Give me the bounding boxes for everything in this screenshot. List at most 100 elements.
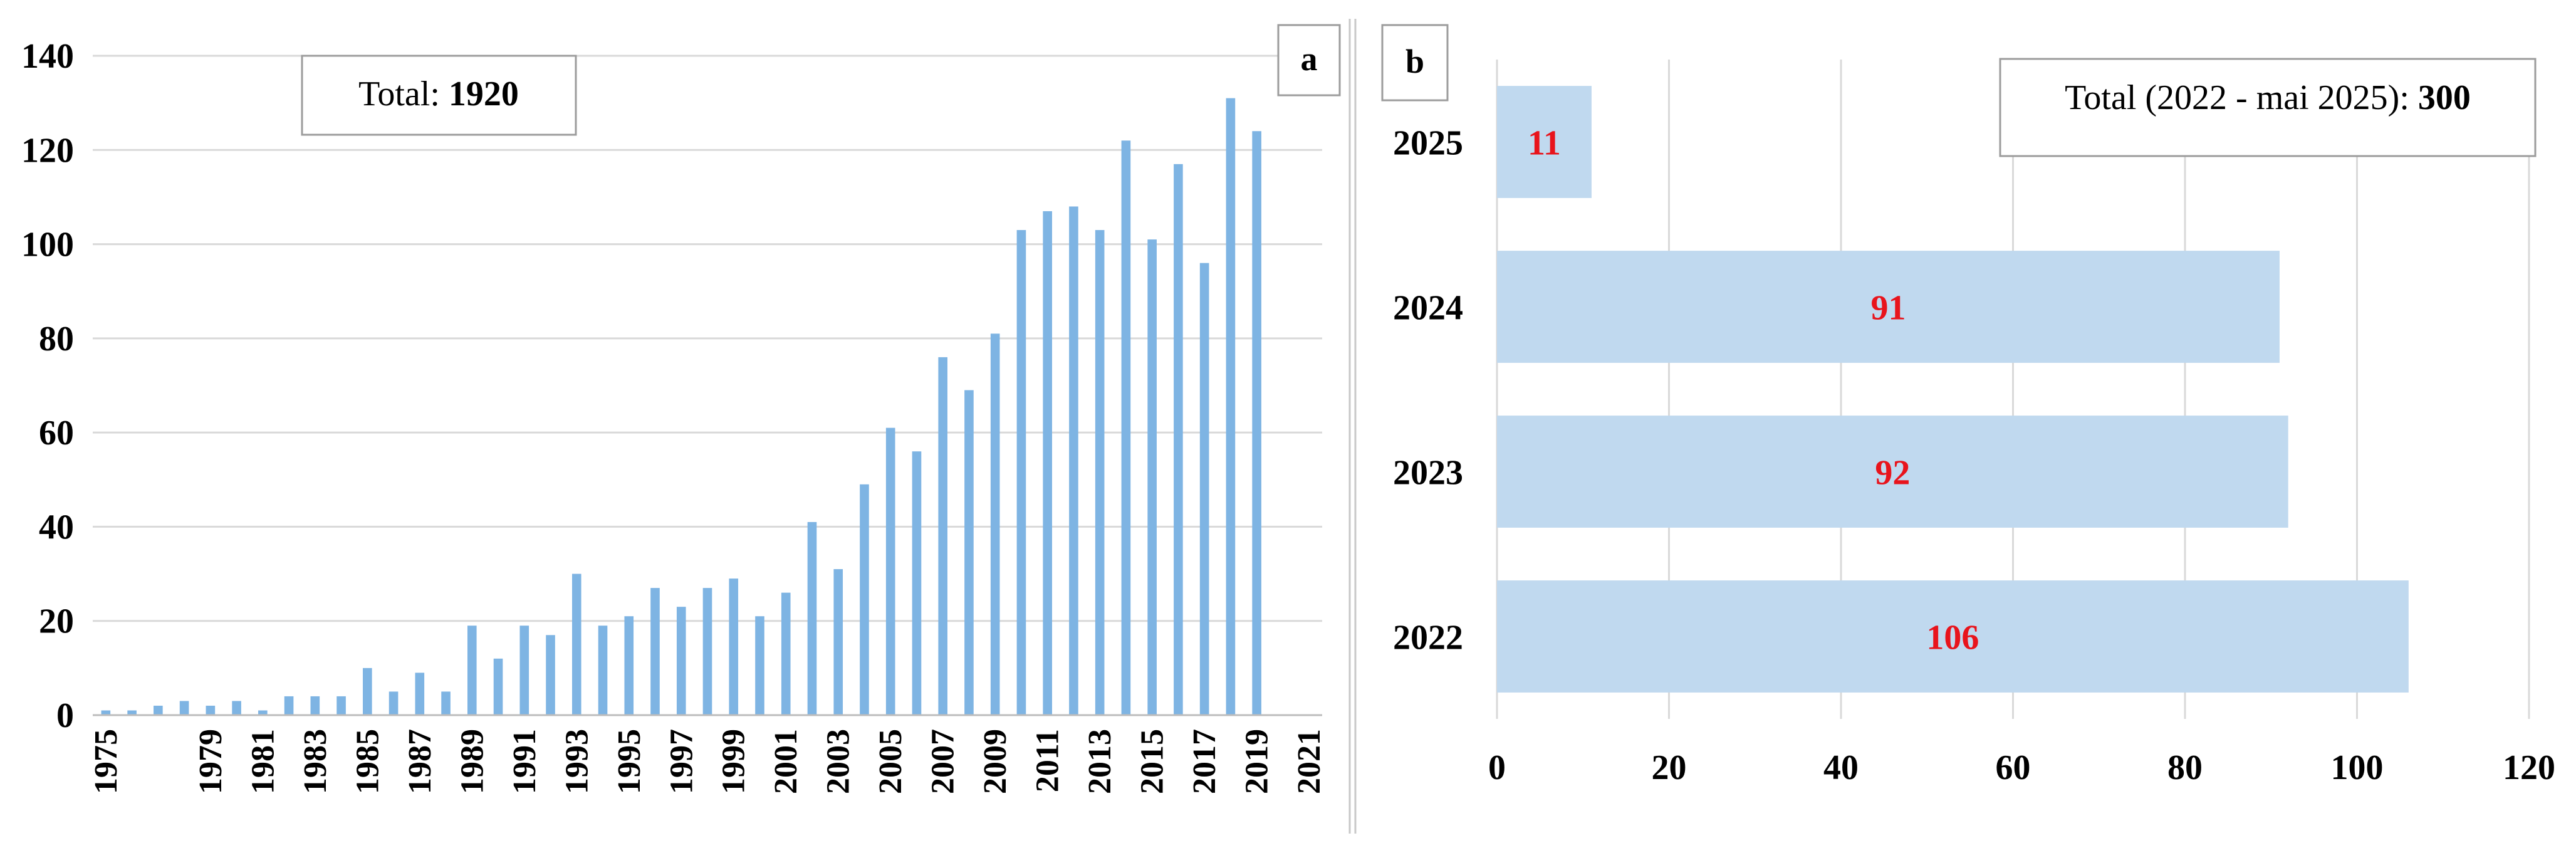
panel-a-x-tick-label: 2021 bbox=[1291, 729, 1327, 794]
panel-a-x-tick-label: 1989 bbox=[454, 729, 490, 794]
panel-b-bar bbox=[1497, 580, 2409, 693]
panel-a-bar bbox=[546, 635, 555, 715]
panel-a-bar bbox=[1095, 230, 1105, 715]
panel-a-letter: a bbox=[1301, 40, 1318, 78]
panel-a-x-tick-label: 2019 bbox=[1239, 729, 1275, 794]
panel-a-bar bbox=[179, 701, 189, 715]
panel-a-bar bbox=[1069, 206, 1078, 715]
panel-a-bar bbox=[519, 626, 529, 715]
panel-a-x-tick-label: 2009 bbox=[978, 729, 1013, 794]
panel-a-x-tick-label: 2005 bbox=[873, 729, 909, 794]
panel-a-y-tick-label: 20 bbox=[39, 602, 74, 641]
panel-b-x-tick-label: 100 bbox=[2331, 748, 2384, 787]
panel-a-x-tick-label: 1997 bbox=[664, 729, 699, 794]
panel-a-bar bbox=[781, 592, 791, 715]
panel-a-x-tick-label: 2013 bbox=[1082, 729, 1118, 794]
panel-a-gridlines bbox=[93, 55, 1322, 622]
panel-a-x-tick-label: 1991 bbox=[507, 729, 543, 794]
panel-b-bar bbox=[1497, 416, 2288, 528]
panel-a-x-tick-label: 2007 bbox=[926, 729, 961, 794]
panel-a-bar bbox=[676, 607, 686, 715]
panel-a-bar bbox=[493, 658, 503, 715]
panel-a-bar bbox=[964, 390, 974, 715]
panel-a-x-tick-label: 1987 bbox=[402, 729, 438, 794]
panel-a-bar bbox=[912, 451, 922, 715]
panel-a-x-tick-label: 2017 bbox=[1187, 729, 1223, 794]
panel-a-x-tick-label: 1999 bbox=[716, 729, 752, 794]
panel-b-bar bbox=[1497, 86, 1592, 198]
panel-a-bar bbox=[807, 521, 817, 715]
panel-b-x-tick-label: 80 bbox=[2167, 748, 2203, 787]
panel-b-category-labels: 2022 2023 2024 2025 bbox=[1393, 124, 1463, 657]
panel-a-x-tick-label: 2001 bbox=[768, 729, 804, 794]
panel-a-x-tick-labels: 1975 1979 1981 1983 1985 1987 1989 1991 1993 1995… bbox=[88, 729, 1327, 794]
panel-a-bar bbox=[258, 710, 268, 715]
panel-a-bar bbox=[755, 616, 764, 715]
panel-a-x-tick-label: 1995 bbox=[612, 729, 647, 794]
panel-a-bar bbox=[702, 588, 712, 715]
panel-a-bar bbox=[885, 427, 895, 715]
panel-a-total-box bbox=[301, 55, 577, 136]
panel-b-data-label: 92 bbox=[1875, 454, 1910, 493]
panel-b-x-tick-label: 20 bbox=[1652, 748, 1687, 787]
panel-a-bar bbox=[101, 710, 111, 715]
panel-a-x-tick-label: 2003 bbox=[821, 729, 857, 794]
panel-a-y-tick-label: 100 bbox=[21, 226, 74, 264]
panel-a-y-tick-label: 80 bbox=[39, 320, 74, 359]
panel-b-x-tick-label: 120 bbox=[2503, 748, 2555, 787]
panel-a-bar bbox=[284, 696, 294, 715]
panel-a-bar bbox=[1174, 164, 1183, 715]
panel-b-category-label: 2023 bbox=[1393, 454, 1463, 493]
panel-b-total-box bbox=[1999, 58, 2537, 157]
panel-a-bar bbox=[990, 333, 1000, 715]
panel-a-y-tick-labels: 0 20 40 60 80 100 120 140 bbox=[21, 37, 74, 735]
panel-a-bar bbox=[1226, 98, 1236, 716]
panel-b-bars bbox=[1497, 86, 2409, 693]
panel-a-bar bbox=[938, 357, 948, 715]
panel-a-bar bbox=[598, 626, 608, 715]
panel-b-category-label: 2022 bbox=[1393, 619, 1463, 657]
panel-a-y-tick-label: 60 bbox=[39, 414, 74, 453]
panel-b-category-label: 2024 bbox=[1393, 289, 1463, 328]
panel-a-bar bbox=[467, 626, 477, 715]
panel-b-data-label: 11 bbox=[1528, 124, 1561, 163]
panel-a-bar bbox=[363, 667, 372, 715]
panel-a-bar bbox=[729, 578, 739, 715]
panel-a-bar bbox=[441, 691, 451, 715]
panel-b-x-tick-labels: 0 20 40 60 80 100 120 bbox=[1488, 748, 2555, 787]
panel-a-bar bbox=[1147, 239, 1157, 715]
panel-a-bar bbox=[232, 701, 241, 715]
panel-a-bar bbox=[624, 616, 634, 715]
panel-b-horizontal-bar-chart: 106 92 91 11 2022 2023 2024 2025 0 20 40 60 80 100 1… bbox=[1381, 24, 2555, 787]
panel-a-bar bbox=[310, 696, 320, 715]
panel-a-x-tick-label: 2015 bbox=[1135, 729, 1171, 794]
panel-a-x-tick-label: 1975 bbox=[88, 729, 124, 794]
panel-a-total-text: Total: 1920 bbox=[358, 75, 519, 113]
panel-a-bar bbox=[206, 705, 216, 715]
panel-a-bar bbox=[860, 484, 869, 715]
panel-b-total-text: Total (2022 - mai 2025): 300 bbox=[2065, 78, 2471, 117]
panel-a-bar bbox=[1016, 230, 1026, 715]
panel-a-bar bbox=[833, 569, 843, 715]
panel-a-x-tick-label: 1981 bbox=[245, 729, 281, 794]
panel-a-bar bbox=[1121, 140, 1131, 715]
panel-a-y-tick-label: 140 bbox=[21, 37, 74, 76]
panel-a-bar bbox=[1043, 211, 1052, 715]
panel-b-letter-box bbox=[1381, 24, 1449, 102]
panel-b-x-tick-label: 40 bbox=[1823, 748, 1859, 787]
panel-b-x-tick-label: 60 bbox=[1996, 748, 2031, 787]
panel-b-data-label: 106 bbox=[1926, 619, 1979, 657]
panel-b-letter: b bbox=[1405, 43, 1424, 80]
panel-a-bars bbox=[101, 98, 1261, 716]
panel-a-bar bbox=[1199, 263, 1209, 716]
panel-b-data-label: 91 bbox=[1870, 289, 1906, 328]
panel-a-y-tick-label: 40 bbox=[39, 508, 74, 547]
panel-b-category-label: 2025 bbox=[1393, 124, 1463, 163]
panel-a-x-tick-label: 1993 bbox=[559, 729, 595, 794]
panel-a-y-tick-label: 0 bbox=[56, 696, 74, 735]
panel-a-bar bbox=[336, 696, 346, 715]
panel-a-x-tick-label: 1979 bbox=[193, 729, 229, 794]
panel-b-data-labels: 106 92 91 11 bbox=[1528, 124, 1979, 657]
panel-a-bar bbox=[650, 588, 660, 715]
